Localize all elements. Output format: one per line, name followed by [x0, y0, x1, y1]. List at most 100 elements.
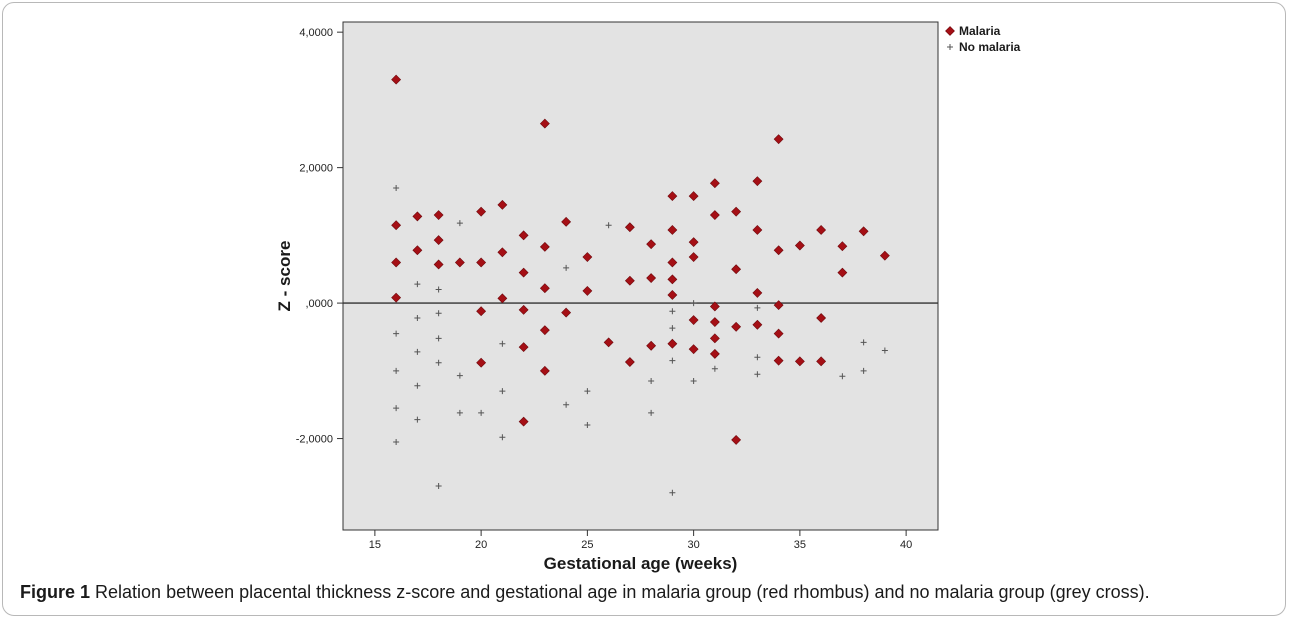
malaria-point: [773, 355, 784, 366]
malaria-point: [624, 357, 635, 367]
legend-no-malaria-label: No malaria: [959, 40, 1021, 54]
malaria-point: [646, 340, 657, 351]
malaria-point: [433, 259, 444, 270]
no-malaria-point: [584, 422, 591, 429]
malaria-point: [518, 230, 529, 241]
no-malaria-point: [584, 388, 591, 395]
no-malaria-point: [648, 409, 655, 416]
malaria-point: [731, 434, 742, 445]
malaria-point: [709, 333, 720, 344]
malaria-point: [667, 338, 678, 349]
no-malaria-point: [435, 286, 442, 293]
malaria-point: [773, 245, 784, 256]
no-malaria-point: [563, 401, 570, 408]
malaria-point: [688, 237, 699, 248]
no-malaria-point: [499, 434, 506, 441]
malaria-point: [539, 241, 550, 252]
malaria-point: [412, 211, 423, 222]
malaria-point: [476, 306, 487, 317]
malaria-point: [752, 319, 763, 330]
y-tick-label: -2,0000: [296, 434, 333, 446]
malaria-point: [752, 288, 763, 298]
malaria-point: [539, 118, 550, 129]
malaria-point: [624, 222, 635, 233]
x-tick-label: 25: [581, 539, 593, 551]
no-malaria-point: [690, 377, 697, 384]
malaria-point: [773, 134, 784, 145]
malaria-point: [709, 210, 720, 220]
scatter-chart: 15 20 25 30 35 40 4,0000 2,0000 ,0000 -2,0000 Mal…: [275, 21, 1021, 573]
no-malaria-point: [711, 365, 718, 372]
no-malaria-point: [648, 377, 655, 384]
malaria-point: [688, 252, 699, 262]
malaria-point: [667, 191, 678, 201]
malaria-point: [561, 307, 572, 318]
no-malaria-point: [414, 382, 421, 389]
malaria-point: [539, 325, 550, 336]
no-malaria-point: [414, 416, 421, 423]
no-malaria-point: [669, 325, 676, 332]
malaria-point: [518, 342, 529, 353]
malaria-point: [773, 300, 784, 311]
malaria-point: [731, 321, 742, 332]
no-malaria-point: [754, 371, 761, 378]
malaria-point: [391, 257, 402, 268]
no-malaria-point: [456, 409, 463, 416]
malaria-point: [412, 245, 423, 256]
no-malaria-point: [754, 304, 761, 311]
malaria-point: [497, 199, 508, 210]
malaria-point: [391, 220, 402, 231]
malaria-point: [603, 337, 614, 348]
no-malaria-point: [881, 347, 888, 354]
no-malaria-point: [456, 372, 463, 379]
malaria-point: [667, 274, 678, 285]
malaria-point: [539, 365, 550, 376]
no-malaria-point: [393, 438, 400, 445]
no-malaria-point: [414, 348, 421, 355]
malaria-point: [752, 176, 763, 187]
no-malaria-point: [414, 314, 421, 321]
malaria-point: [794, 240, 805, 251]
malaria-point: [561, 216, 572, 227]
malaria-point: [731, 264, 742, 275]
no-malaria-point: [605, 222, 612, 229]
malaria-point: [667, 257, 678, 268]
malaria-point: [837, 267, 848, 278]
malaria-point: [582, 252, 593, 262]
malaria-point: [816, 356, 827, 367]
no-malaria-point: [499, 340, 506, 347]
malaria-point: [391, 292, 402, 303]
malaria-point: [667, 225, 678, 235]
x-tick-label: 35: [794, 539, 806, 551]
y-axis-label: Z - score: [275, 241, 294, 312]
malaria-point: [518, 304, 529, 315]
malaria-point: [731, 206, 742, 217]
no-malaria-point: [456, 220, 463, 227]
no-malaria-point: [839, 373, 846, 380]
malaria-point: [391, 74, 402, 85]
no-malaria-point: [563, 264, 570, 271]
malaria-point: [476, 357, 487, 368]
malaria-point: [454, 257, 465, 268]
malaria-point: [752, 225, 763, 235]
malaria-point: [539, 283, 550, 294]
malaria-point: [646, 239, 657, 250]
malaria-point: [476, 206, 487, 217]
no-malaria-point: [499, 388, 506, 395]
malaria-point: [858, 226, 869, 237]
no-malaria-point: [669, 308, 676, 315]
malaria-point: [688, 315, 699, 325]
malaria-point: [433, 235, 444, 246]
malaria-point: [773, 328, 784, 339]
no-malaria-point: [860, 367, 867, 374]
x-tick-label: 15: [369, 539, 381, 551]
no-malaria-point: [393, 330, 400, 337]
malaria-point: [879, 250, 890, 261]
malaria-point: [688, 191, 699, 201]
malaria-point: [497, 247, 508, 258]
no-malaria-point: [393, 184, 400, 191]
malaria-point: [709, 317, 720, 327]
no-malaria-point: [393, 405, 400, 412]
legend-malaria-marker: [945, 26, 955, 36]
malaria-point: [709, 348, 720, 359]
